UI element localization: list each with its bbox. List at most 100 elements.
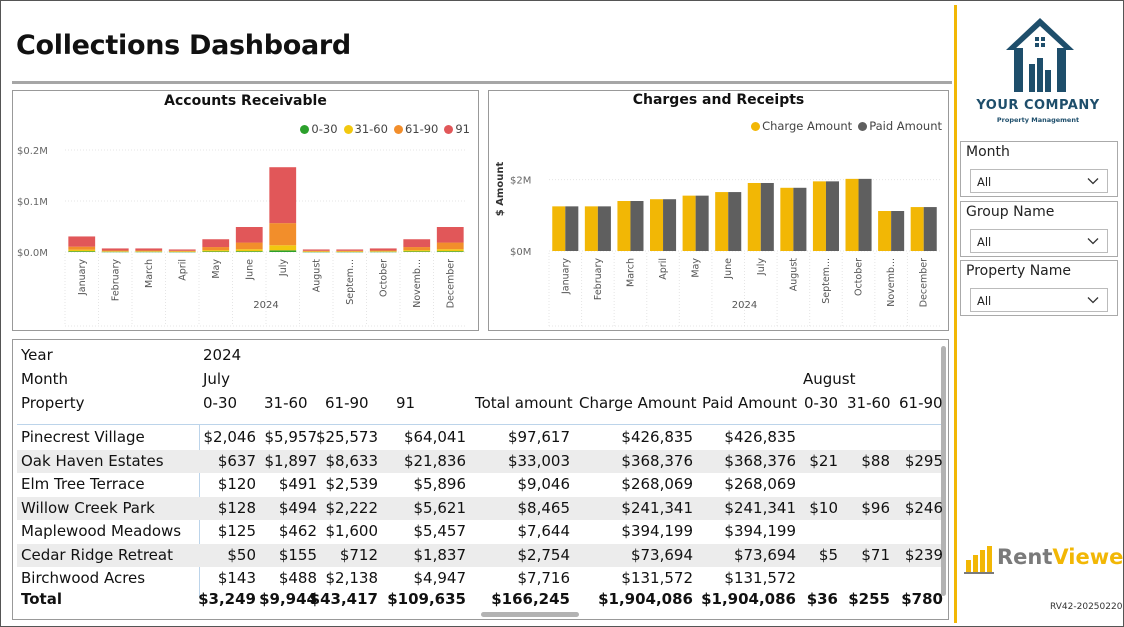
cr-bar-paid-amount[interactable] [825, 181, 839, 251]
ar-bar-segment-91[interactable] [168, 249, 196, 251]
ar-bar-segment-0-30[interactable] [101, 251, 129, 253]
matrix-vertical-scrollbar[interactable] [941, 346, 946, 596]
cr-bar-charge-amount[interactable] [715, 192, 729, 251]
matrix-cell-july-31-60[interactable]: $488 [278, 569, 317, 587]
ar-bar-segment-61-90[interactable] [168, 250, 196, 252]
matrix-cell-july-91[interactable]: $64,041 [403, 428, 466, 446]
matrix-total-total-amount[interactable]: $166,245 [491, 590, 570, 608]
matrix-row-property-name[interactable]: Maplewood Meadows [21, 522, 182, 540]
cr-bar-paid-amount[interactable] [663, 199, 677, 251]
cr-bar-charge-amount[interactable] [780, 187, 794, 251]
matrix-cell-aug-0-30[interactable]: $5 [818, 546, 838, 564]
matrix-cell-charge-amount[interactable]: $131,572 [621, 569, 693, 587]
matrix-cell-july-0-30[interactable]: $120 [217, 475, 256, 493]
ar-bar-segment-0-30[interactable] [168, 251, 196, 253]
ar-legend-item[interactable]: 0-30 [300, 122, 338, 136]
matrix-cell-total-amount[interactable]: $9,046 [517, 475, 571, 493]
matrix-total-july-0-30[interactable]: $3,249 [198, 590, 256, 608]
matrix-cell-total-amount[interactable]: $2,754 [517, 546, 571, 564]
matrix-cell-total-amount[interactable]: $33,003 [507, 452, 570, 470]
ar-bar-segment-0-30[interactable] [235, 251, 263, 252]
matrix-cell-july-61-90[interactable]: $2,138 [325, 569, 379, 587]
matrix-cell-total-amount[interactable]: $97,617 [507, 428, 570, 446]
slicer-dropdown[interactable]: All [970, 169, 1108, 193]
matrix-column-header-july-0-30[interactable]: 0-30 [203, 394, 238, 412]
matrix-column-header-july-91[interactable]: 91 [396, 394, 416, 412]
ar-bar-segment-61-90[interactable] [336, 250, 364, 252]
matrix-cell-paid-amount[interactable]: $241,341 [724, 499, 796, 517]
matrix-cell-charge-amount[interactable]: $394,199 [621, 522, 693, 540]
cr-legend-item[interactable]: Paid Amount [858, 119, 942, 133]
matrix-column-header-aug-61-90[interactable]: 61-90 [899, 394, 943, 412]
ar-bar-segment-31-60[interactable] [336, 251, 364, 252]
matrix-total-july-31-60[interactable]: $9,944 [259, 590, 317, 608]
matrix-column-header-charge-amount[interactable]: Charge Amount [579, 394, 697, 412]
matrix-cell-charge-amount[interactable]: $426,835 [621, 428, 693, 446]
matrix-year-value[interactable]: 2024 [203, 346, 242, 364]
ar-legend-item[interactable]: 61-90 [393, 122, 438, 136]
ar-bar-segment-61-90[interactable] [403, 247, 431, 251]
matrix-column-header-july-31-60[interactable]: 31-60 [264, 394, 308, 412]
ar-legend-item[interactable]: 91 [444, 122, 470, 136]
matrix-cell-july-31-60[interactable]: $1,897 [264, 452, 318, 470]
cr-bar-paid-amount[interactable] [565, 206, 579, 251]
ar-bar-segment-0-30[interactable] [269, 250, 297, 252]
matrix-cell-charge-amount[interactable]: $241,341 [621, 499, 693, 517]
ar-bar-segment-31-60[interactable] [269, 245, 297, 251]
matrix-total-july-91[interactable]: $109,635 [387, 590, 466, 608]
matrix-cell-july-61-90[interactable]: $1,600 [325, 522, 379, 540]
matrix-cell-aug-61-90[interactable]: $239 [904, 546, 943, 564]
ar-bar-segment-91[interactable] [135, 248, 163, 251]
ar-bar-segment-31-60[interactable] [436, 249, 464, 252]
cr-bar-charge-amount[interactable] [650, 199, 664, 251]
matrix-cell-july-91[interactable]: $5,457 [413, 522, 467, 540]
collections-matrix[interactable]: Year 2024 Month July August Property 0-3… [12, 339, 949, 620]
ar-bar-segment-91[interactable] [302, 249, 330, 251]
cr-chart-legend[interactable]: Charge Amount Paid Amount [745, 119, 942, 133]
matrix-cell-total-amount[interactable]: $7,716 [517, 569, 571, 587]
matrix-cell-paid-amount[interactable]: $268,069 [724, 475, 796, 493]
matrix-cell-paid-amount[interactable]: $131,572 [724, 569, 796, 587]
matrix-cell-july-91[interactable]: $21,836 [403, 452, 466, 470]
ar-bar-segment-0-30[interactable] [436, 251, 464, 252]
ar-bar-segment-0-30[interactable] [202, 251, 230, 252]
matrix-cell-july-61-90[interactable]: $8,633 [325, 452, 379, 470]
ar-bar-segment-91[interactable] [269, 167, 297, 224]
cr-bar-charge-amount[interactable] [878, 211, 892, 251]
ar-bar-segment-61-90[interactable] [302, 250, 330, 252]
matrix-cell-july-0-30[interactable]: $2,046 [203, 428, 257, 446]
ar-chart-legend[interactable]: 0-30 31-60 61-90 91 [294, 122, 470, 136]
matrix-total-aug-61-90[interactable]: $780 [901, 590, 943, 608]
matrix-cell-july-31-60[interactable]: $494 [278, 499, 317, 517]
ar-bar-segment-0-30[interactable] [403, 251, 431, 252]
matrix-cell-charge-amount[interactable]: $268,069 [621, 475, 693, 493]
slicer-dropdown[interactable]: All [970, 229, 1108, 253]
cr-bar-paid-amount[interactable] [728, 192, 742, 251]
ar-bar-segment-31-60[interactable] [403, 250, 431, 252]
matrix-cell-july-0-30[interactable]: $128 [217, 499, 256, 517]
ar-bar-segment-61-90[interactable] [135, 250, 163, 252]
ar-bar-segment-31-60[interactable] [135, 251, 163, 252]
matrix-cell-july-31-60[interactable]: $462 [278, 522, 317, 540]
matrix-cell-july-0-30[interactable]: $125 [217, 522, 256, 540]
cr-bar-charge-amount[interactable] [812, 181, 826, 251]
matrix-cell-aug-31-60[interactable]: $71 [861, 546, 890, 564]
cr-bar-charge-amount[interactable] [845, 178, 859, 251]
matrix-cell-july-91[interactable]: $1,837 [413, 546, 467, 564]
cr-bar-paid-amount[interactable] [760, 182, 774, 251]
matrix-cell-july-91[interactable]: $5,896 [413, 475, 467, 493]
matrix-cell-july-0-30[interactable]: $143 [217, 569, 256, 587]
ar-bar-segment-31-60[interactable] [369, 251, 397, 252]
matrix-row-property-name[interactable]: Pinecrest Village [21, 428, 145, 446]
matrix-row-property-name[interactable]: Elm Tree Terrace [21, 475, 145, 493]
ar-bar-segment-91[interactable] [403, 239, 431, 248]
matrix-column-header-total-amount[interactable]: Total amount [475, 394, 573, 412]
ar-bar-segment-31-60[interactable] [168, 251, 196, 252]
ar-bar-segment-0-30[interactable] [369, 251, 397, 253]
ar-bar-segment-0-30[interactable] [302, 251, 330, 253]
accounts-receivable-chart[interactable]: Accounts Receivable 0-30 31-60 61-90 91 $0.… [12, 90, 479, 331]
cr-bar-charge-amount[interactable] [910, 207, 924, 251]
ar-bar-segment-61-90[interactable] [202, 247, 230, 251]
matrix-cell-july-0-30[interactable]: $50 [227, 546, 256, 564]
matrix-cell-aug-31-60[interactable]: $96 [861, 499, 890, 517]
